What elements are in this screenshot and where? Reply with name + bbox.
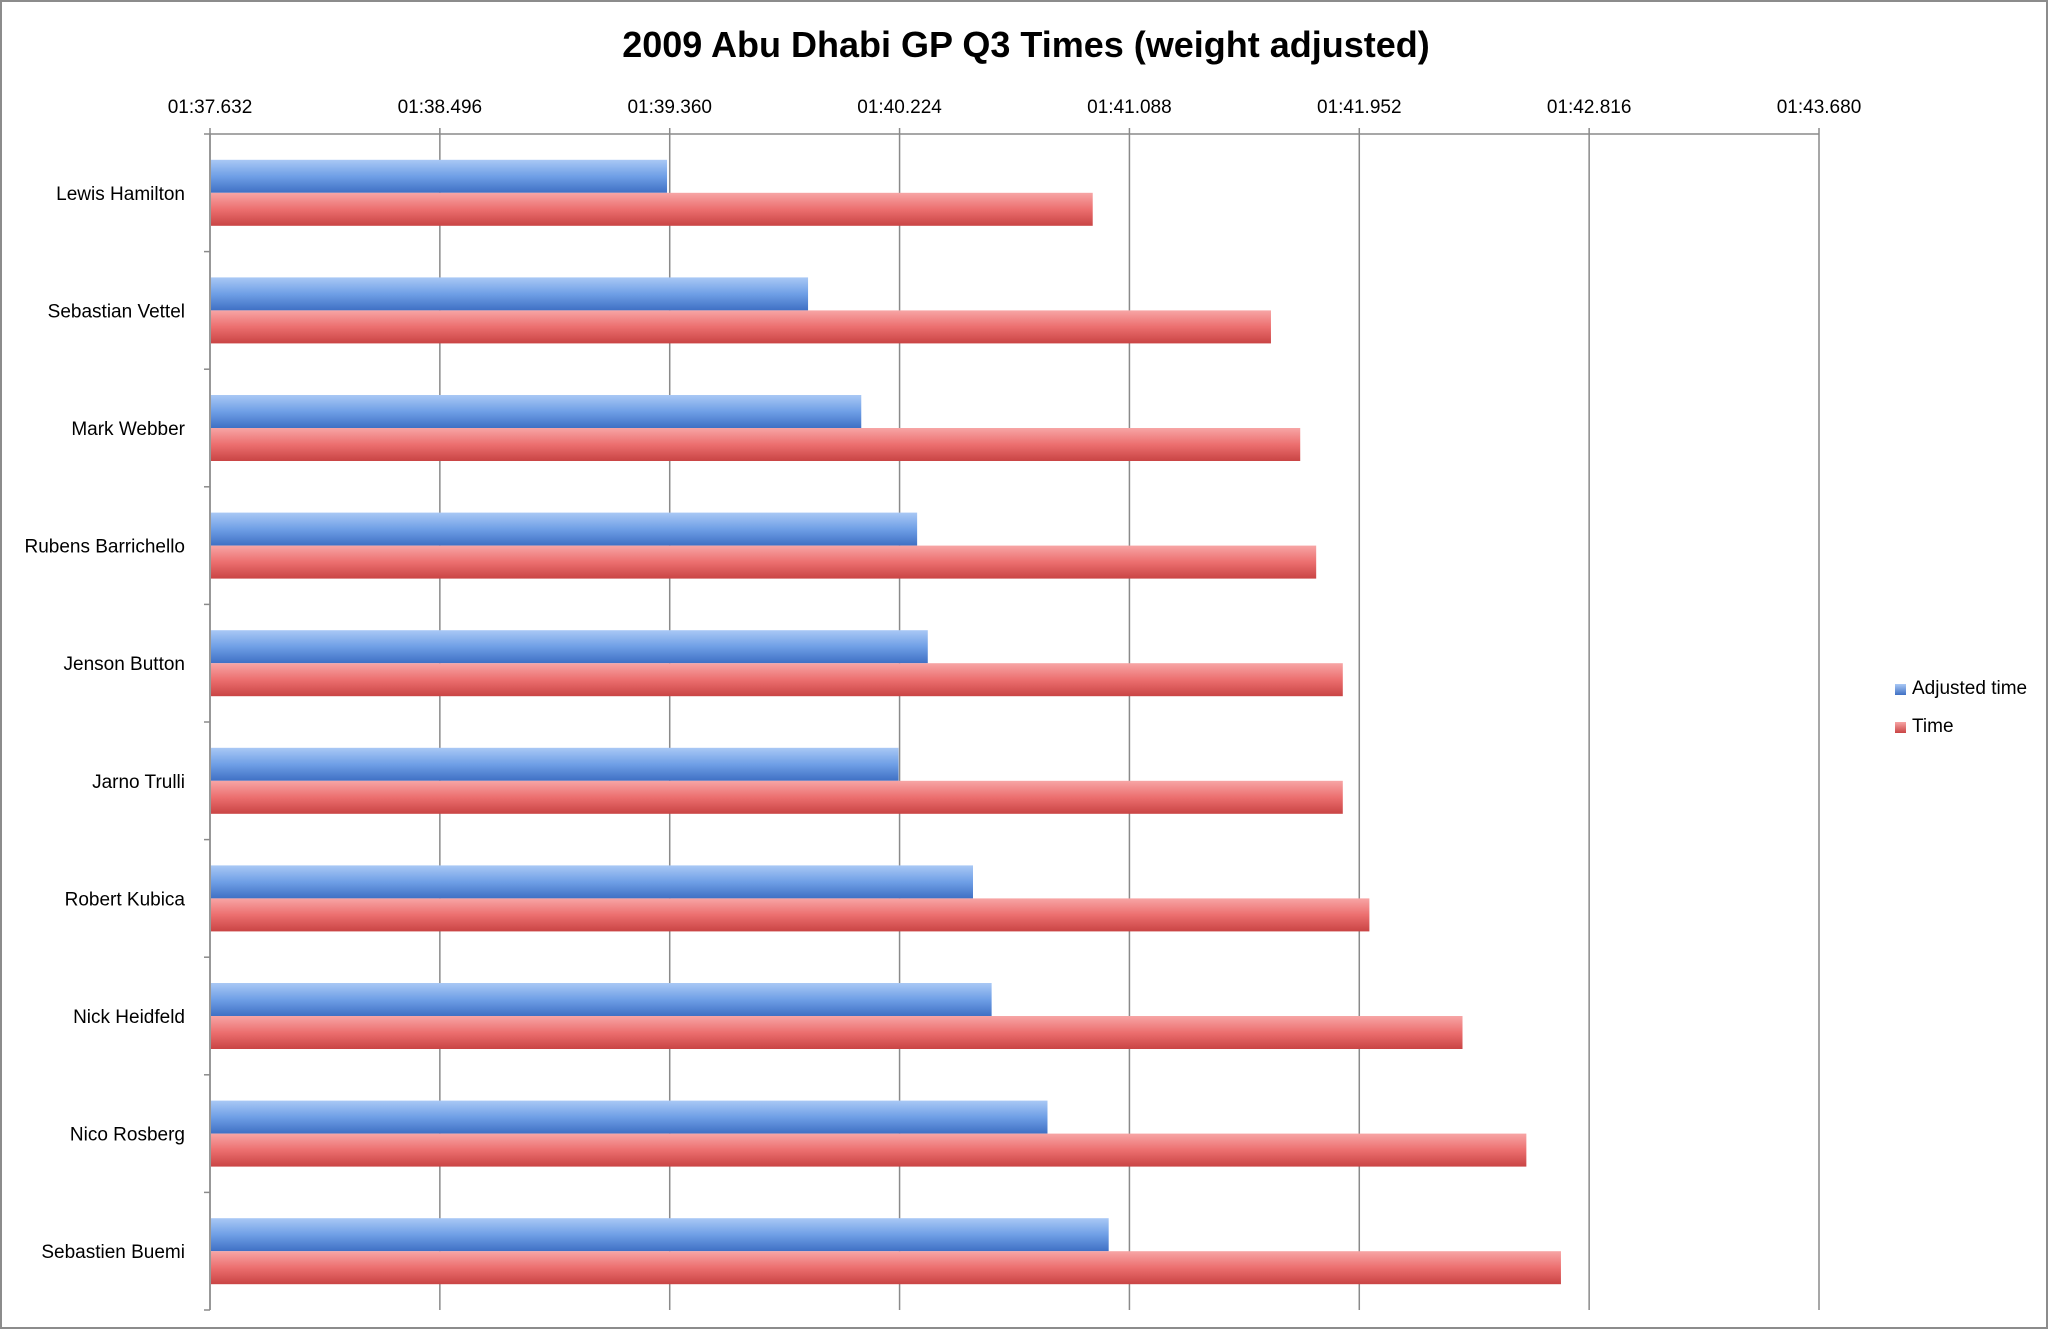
- bar-time: [211, 310, 1271, 344]
- axes: [204, 128, 1820, 1311]
- bar-adjusted-time: [211, 395, 862, 428]
- bar-time: [211, 1133, 1527, 1167]
- legend-label-adjusted: Adjusted time: [1912, 678, 2028, 699]
- category-label: Mark Webber: [71, 419, 185, 440]
- bar-time: [211, 1251, 1561, 1285]
- bars: [211, 159, 1561, 1285]
- bar-adjusted-time: [211, 277, 809, 311]
- bar-time: [211, 780, 1343, 814]
- bar-time: [211, 663, 1343, 697]
- bar-adjusted-time: [211, 747, 899, 781]
- bar-adjusted-time: [211, 1100, 1048, 1134]
- bar-time: [211, 898, 1370, 932]
- x-tick-label: 01:38.496: [398, 97, 483, 118]
- category-label: Robert Kubica: [65, 889, 186, 910]
- chart-title: 2009 Abu Dhabi GP Q3 Times (weight adjus…: [622, 24, 1430, 65]
- x-tick-label: 01:41.952: [1317, 97, 1402, 118]
- bar-adjusted-time: [211, 159, 668, 193]
- bar-adjusted-time: [211, 512, 918, 546]
- legend: Adjusted time Time: [1895, 670, 2027, 746]
- legend-swatch-blue: [1895, 683, 1906, 695]
- x-tick-label: 01:43.680: [1777, 97, 1862, 118]
- bar-adjusted-time: [211, 1218, 1109, 1252]
- category-label: Jenson Button: [64, 654, 185, 675]
- bar-adjusted-time: [211, 983, 992, 1016]
- labels: 01:37.632 01:38.496 01:39.360 01:40.224 01:4…: [24, 97, 1861, 1263]
- bar-time: [211, 1016, 1463, 1049]
- category-label: Rubens Barrichello: [24, 537, 185, 558]
- bar-time: [211, 192, 1093, 226]
- x-tick-label: 01:37.632: [168, 97, 253, 118]
- legend-swatch-red: [1895, 721, 1906, 733]
- category-label: Jarno Trulli: [92, 772, 185, 793]
- legend-item-adjusted: Adjusted time: [1895, 670, 2027, 708]
- legend-item-time: Time: [1895, 708, 2027, 746]
- category-label: Nico Rosberg: [70, 1125, 185, 1146]
- bar-adjusted-time: [211, 865, 973, 899]
- category-label: Sebastien Buemi: [41, 1242, 185, 1263]
- category-label: Lewis Hamilton: [56, 184, 185, 205]
- category-label: Nick Heidfeld: [73, 1007, 185, 1028]
- category-label: Sebastian Vettel: [48, 301, 185, 322]
- bar-time: [211, 428, 1301, 461]
- bar-adjusted-time: [211, 630, 928, 664]
- bar-time: [211, 545, 1317, 579]
- x-tick-label: 01:41.088: [1087, 97, 1172, 118]
- x-tick-label: 01:40.224: [857, 97, 942, 118]
- x-tick-label: 01:42.816: [1547, 97, 1632, 118]
- x-tick-label: 01:39.360: [627, 97, 712, 118]
- legend-label-time: Time: [1912, 716, 1954, 737]
